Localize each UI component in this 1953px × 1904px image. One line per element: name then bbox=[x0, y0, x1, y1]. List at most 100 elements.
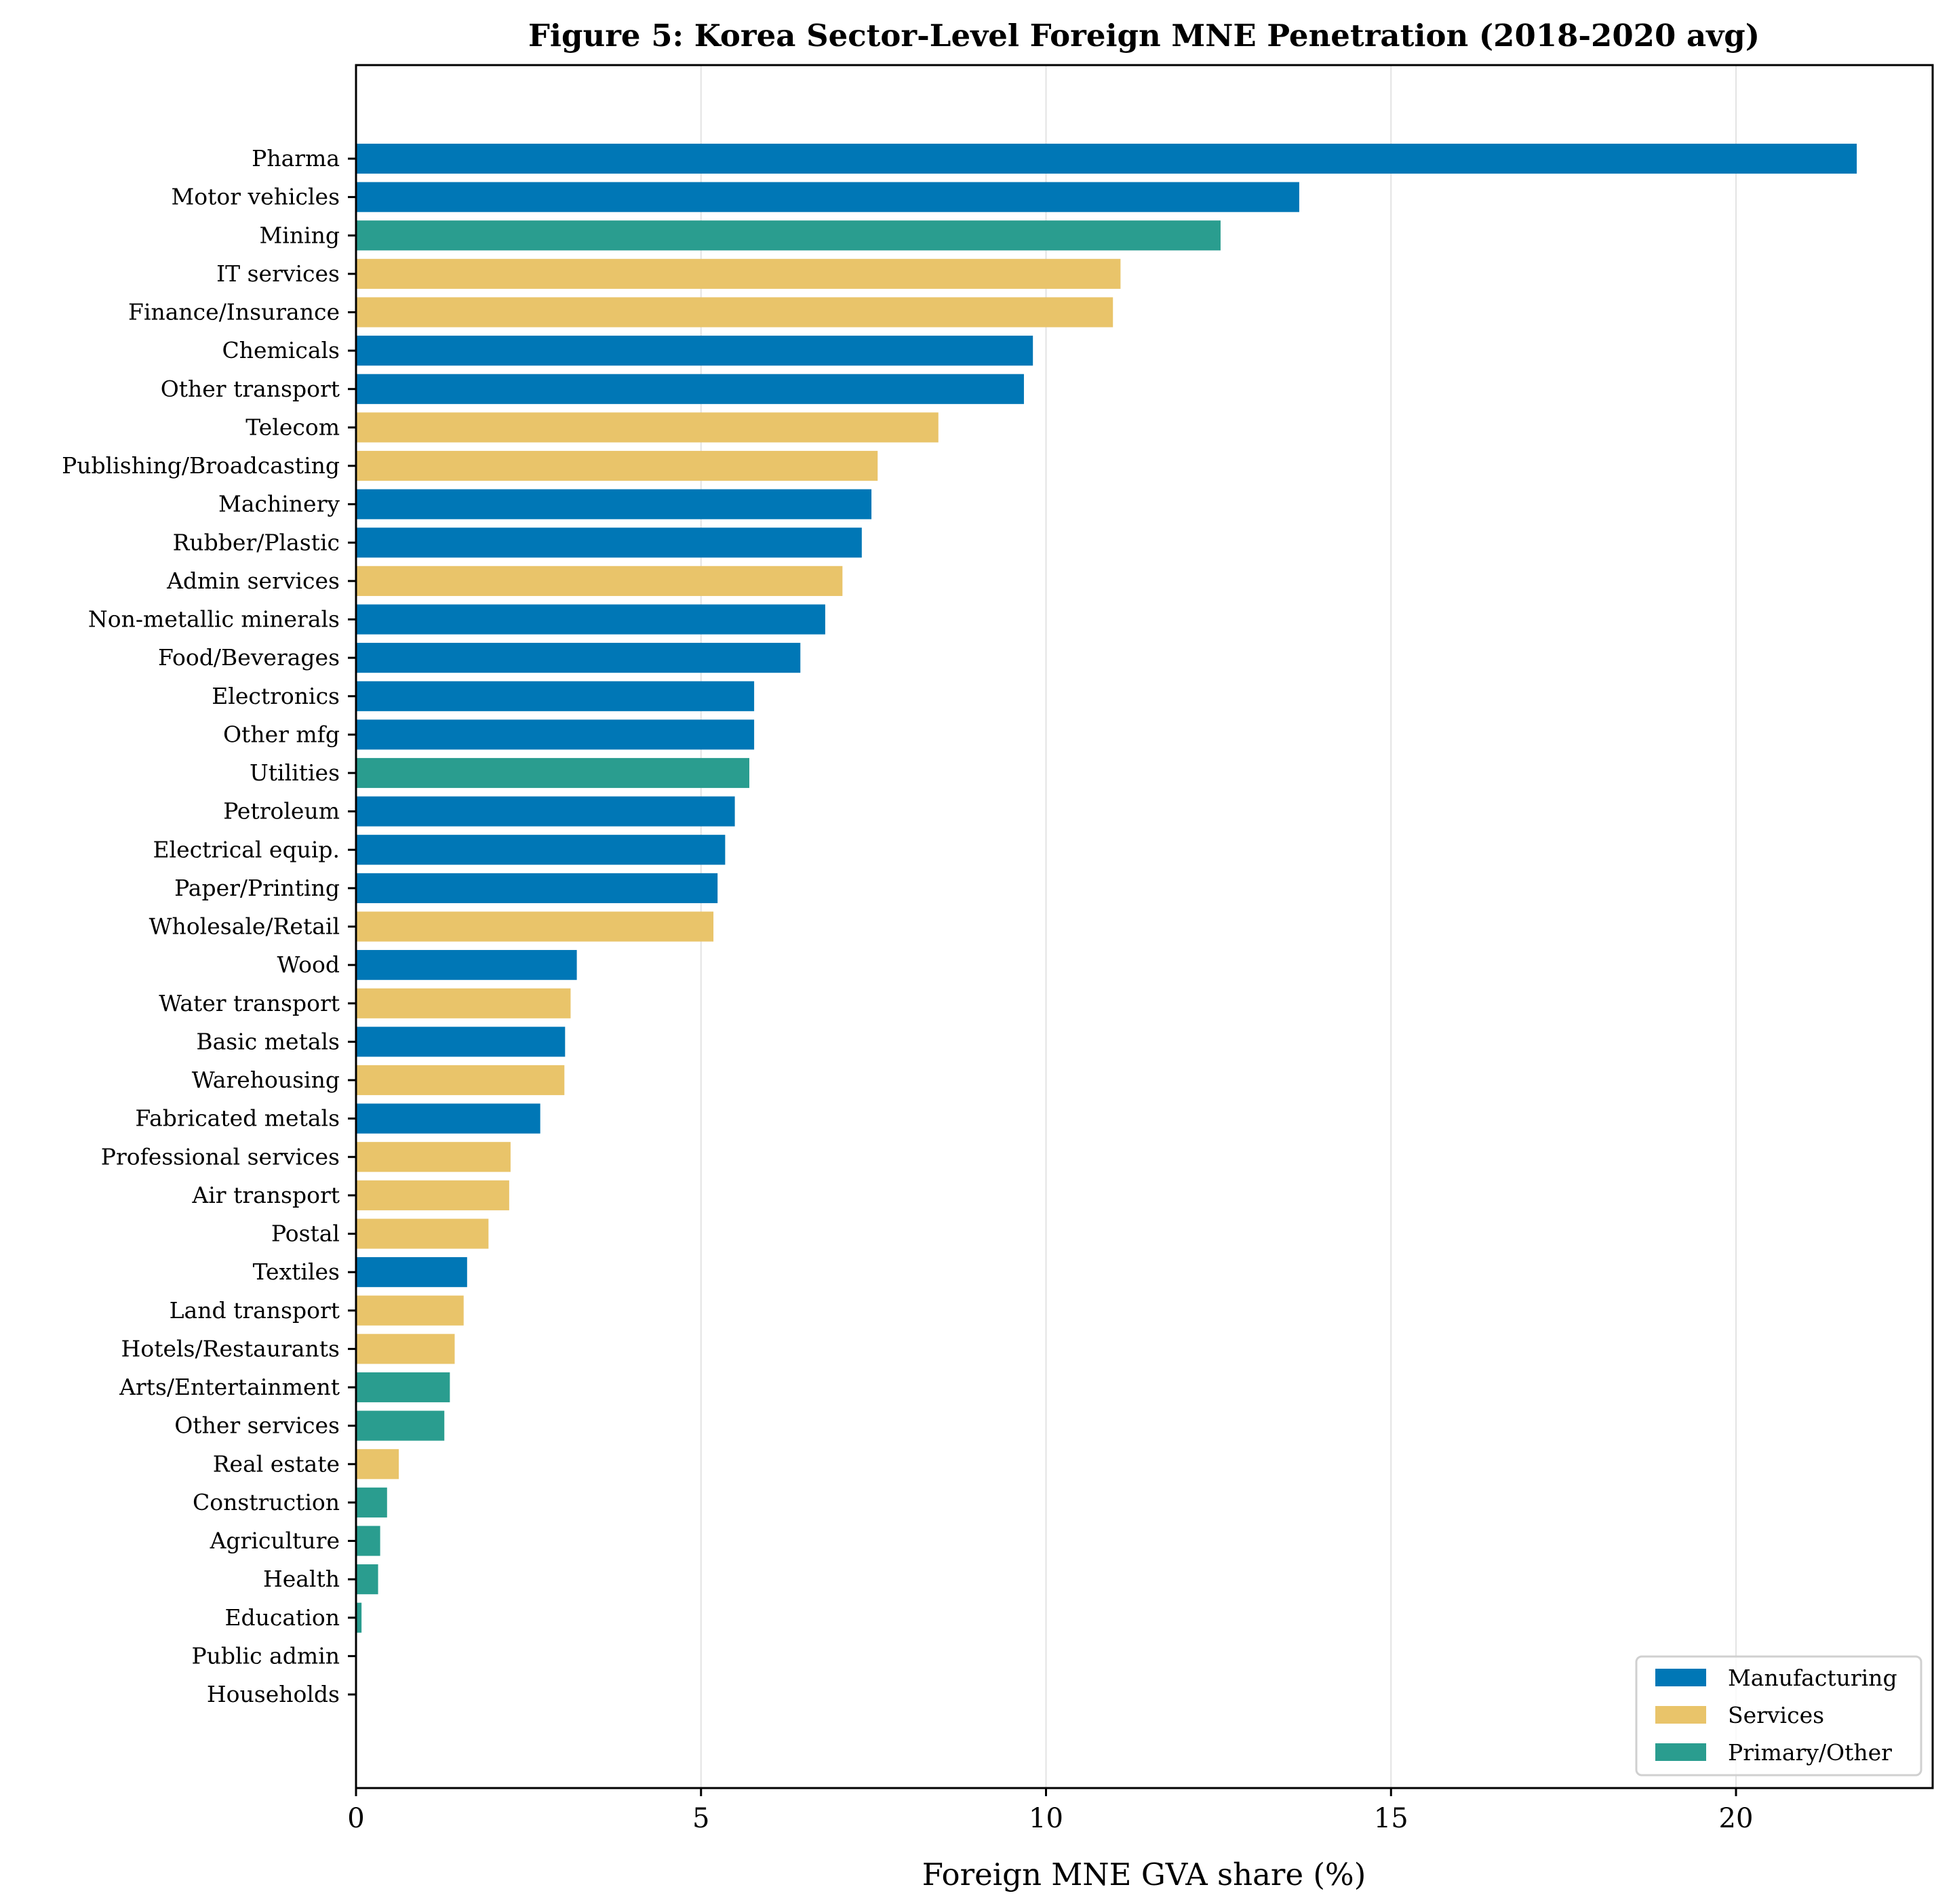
y-tick-label: Rubber/Plastic bbox=[173, 529, 340, 555]
bar-food-beverages bbox=[356, 643, 801, 673]
y-tick-label: Professional services bbox=[101, 1143, 340, 1170]
bar-warehousing bbox=[356, 1065, 565, 1096]
plot-frame bbox=[355, 64, 1934, 1789]
y-tick-label: Construction bbox=[193, 1489, 340, 1515]
y-tick-label: Arts/Entertainment bbox=[119, 1374, 340, 1400]
bar-paper-printing bbox=[356, 873, 718, 903]
bar-machinery bbox=[356, 489, 872, 519]
y-tick-label: Utilities bbox=[250, 759, 340, 786]
y-tick-label: Basic metals bbox=[196, 1028, 340, 1054]
y-tick-label: Real estate bbox=[213, 1450, 340, 1477]
y-tick-label: Telecom bbox=[245, 414, 340, 440]
bar-basic-metals bbox=[356, 1027, 566, 1057]
bar-education bbox=[356, 1602, 362, 1633]
bar-fabricated-metals bbox=[356, 1103, 540, 1134]
y-tick-label: Wood bbox=[277, 951, 340, 978]
bar-construction bbox=[356, 1487, 387, 1518]
y-tick-label: Health bbox=[263, 1566, 340, 1592]
bars bbox=[356, 143, 1857, 1633]
x-tick-label: 10 bbox=[1029, 1803, 1063, 1834]
x-tick-label: 20 bbox=[1719, 1803, 1754, 1834]
y-tick-label: Food/Beverages bbox=[158, 644, 340, 671]
y-tick-label: Other mfg bbox=[223, 721, 340, 747]
bar-other-mfg bbox=[356, 719, 755, 750]
bar-telecom bbox=[356, 412, 939, 443]
bar-electrical-equip- bbox=[356, 835, 726, 865]
bar-postal bbox=[356, 1218, 489, 1249]
bar-non-metallic-minerals bbox=[356, 604, 825, 635]
bar-air-transport bbox=[356, 1180, 509, 1210]
x-axis-label: Foreign MNE GVA share (%) bbox=[922, 1857, 1366, 1892]
y-tick-label: Postal bbox=[271, 1221, 340, 1247]
bar-utilities bbox=[356, 757, 749, 789]
bar-publishing-broadcasting bbox=[356, 450, 878, 481]
legend-label: Primary/Other bbox=[1728, 1739, 1892, 1766]
y-tick-label: Chemicals bbox=[222, 337, 340, 363]
x-tick-label: 5 bbox=[692, 1803, 709, 1834]
bar-professional-services bbox=[356, 1142, 511, 1172]
legend-label: Services bbox=[1728, 1702, 1824, 1728]
x-tick-label: 0 bbox=[347, 1803, 364, 1834]
bar-wholesale-retail bbox=[356, 911, 714, 942]
y-tick-label: Publishing/Broadcasting bbox=[62, 452, 340, 479]
y-tick-label: Agriculture bbox=[210, 1528, 340, 1554]
y-tick-label: Air transport bbox=[191, 1182, 340, 1208]
bar-finance-insurance bbox=[356, 297, 1113, 328]
y-tick-label: Electrical equip. bbox=[153, 836, 340, 862]
y-tick-label: Other transport bbox=[161, 376, 340, 402]
bar-admin-services bbox=[356, 566, 843, 596]
y-tick-label: Paper/Printing bbox=[174, 875, 340, 901]
legend-swatch bbox=[1655, 1669, 1706, 1686]
bar-it-services bbox=[356, 258, 1121, 289]
y-tick-label: Other services bbox=[174, 1412, 340, 1439]
y-tick-label: Non-metallic minerals bbox=[88, 606, 340, 633]
y-tick-label: Pharma bbox=[252, 145, 340, 172]
y-tick-label: Finance/Insurance bbox=[128, 299, 340, 325]
y-tick-label: Hotels/Restaurants bbox=[121, 1335, 340, 1362]
bar-chemicals bbox=[356, 336, 1033, 366]
bar-hotels-restaurants bbox=[356, 1334, 455, 1364]
bar-pharma bbox=[356, 143, 1857, 174]
legend-label: Manufacturing bbox=[1728, 1665, 1897, 1691]
bar-agriculture bbox=[356, 1526, 380, 1556]
legend-swatch bbox=[1655, 1706, 1706, 1724]
x-tick-label: 15 bbox=[1374, 1803, 1408, 1834]
chart-title: Figure 5: Korea Sector-Level Foreign MNE… bbox=[528, 18, 1760, 54]
y-tick-label: Fabricated metals bbox=[135, 1105, 340, 1132]
y-tick-label: Motor vehicles bbox=[171, 184, 340, 210]
y-tick-label: Machinery bbox=[218, 491, 340, 517]
bar-rubber-plastic bbox=[356, 528, 862, 558]
bar-water-transport bbox=[356, 988, 571, 1018]
y-tick-label: Education bbox=[224, 1604, 340, 1631]
bar-motor-vehicles bbox=[356, 182, 1299, 212]
y-tick-label: Water transport bbox=[159, 990, 340, 1016]
bar-wood bbox=[356, 950, 577, 980]
y-tick-label: Textiles bbox=[253, 1258, 340, 1285]
x-axis: 0 5 10 15 20 bbox=[347, 1788, 1753, 1834]
y-axis: Pharma Motor vehicles Mining IT services Fin… bbox=[62, 145, 356, 1707]
y-tick-label: Wholesale/Retail bbox=[149, 913, 340, 940]
bar-mining bbox=[356, 220, 1221, 251]
legend-box bbox=[1635, 1655, 1922, 1777]
legend: Manufacturing Services Primary/Other bbox=[1635, 1655, 1922, 1777]
bar-textiles bbox=[356, 1257, 467, 1288]
bar-land-transport bbox=[356, 1295, 464, 1326]
y-tick-label: Public admin bbox=[191, 1642, 340, 1669]
bar-real-estate bbox=[356, 1449, 399, 1480]
legend-swatch bbox=[1655, 1743, 1706, 1761]
y-tick-label: Households bbox=[207, 1681, 340, 1707]
y-tick-label: Electronics bbox=[212, 683, 340, 709]
y-tick-label: Admin services bbox=[166, 568, 340, 594]
bar-health bbox=[356, 1564, 378, 1595]
bar-electronics bbox=[356, 681, 755, 711]
y-tick-label: Warehousing bbox=[192, 1067, 340, 1093]
y-tick-label: Petroleum bbox=[223, 798, 340, 825]
y-tick-label: IT services bbox=[216, 260, 340, 287]
y-tick-label: Land transport bbox=[170, 1297, 340, 1324]
bar-other-transport bbox=[356, 374, 1024, 404]
bar-other-services bbox=[356, 1410, 445, 1441]
bar-arts-entertainment bbox=[356, 1372, 450, 1403]
y-tick-label: Mining bbox=[259, 222, 340, 248]
bar-petroleum bbox=[356, 796, 735, 827]
